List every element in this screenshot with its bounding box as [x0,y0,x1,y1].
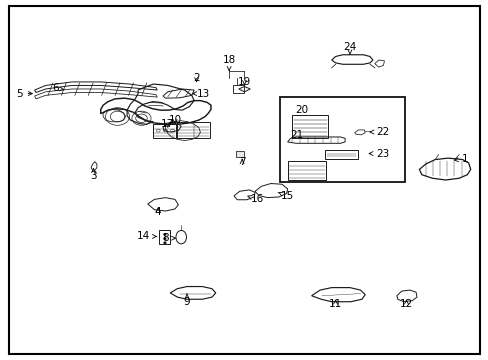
Bar [280,97,404,182]
Bar [287,161,325,180]
Text: 1: 1 [453,154,468,164]
Text: 11: 11 [328,299,342,309]
Bar [159,230,169,244]
Text: 18: 18 [222,55,235,71]
Bar [235,151,244,157]
Text: 8: 8 [162,233,175,243]
Text: 6: 6 [52,83,64,93]
Circle shape [163,234,165,235]
Text: 13: 13 [192,89,210,99]
Bar [153,124,176,138]
Text: 9: 9 [183,294,190,307]
Bar [177,122,209,138]
Text: 16: 16 [247,194,264,204]
Text: 17: 17 [161,118,174,129]
Text: 24: 24 [343,42,356,54]
Text: 4: 4 [155,207,161,217]
Text: 22: 22 [369,127,388,137]
Text: 10: 10 [168,115,181,125]
Bar [292,115,327,138]
Text: 23: 23 [368,149,388,158]
Circle shape [163,242,165,243]
Text: 15: 15 [278,191,294,201]
Text: 14: 14 [137,231,156,242]
Bar [325,150,357,159]
Bar [232,85,244,93]
Text: 2: 2 [193,73,200,83]
Text: 5: 5 [16,89,32,99]
Text: 19: 19 [237,77,251,87]
Text: 20: 20 [295,105,308,115]
Text: 21: 21 [290,130,303,140]
Text: 3: 3 [90,168,97,181]
Text: 7: 7 [238,157,245,167]
Text: 12: 12 [399,299,412,309]
Circle shape [163,238,165,239]
